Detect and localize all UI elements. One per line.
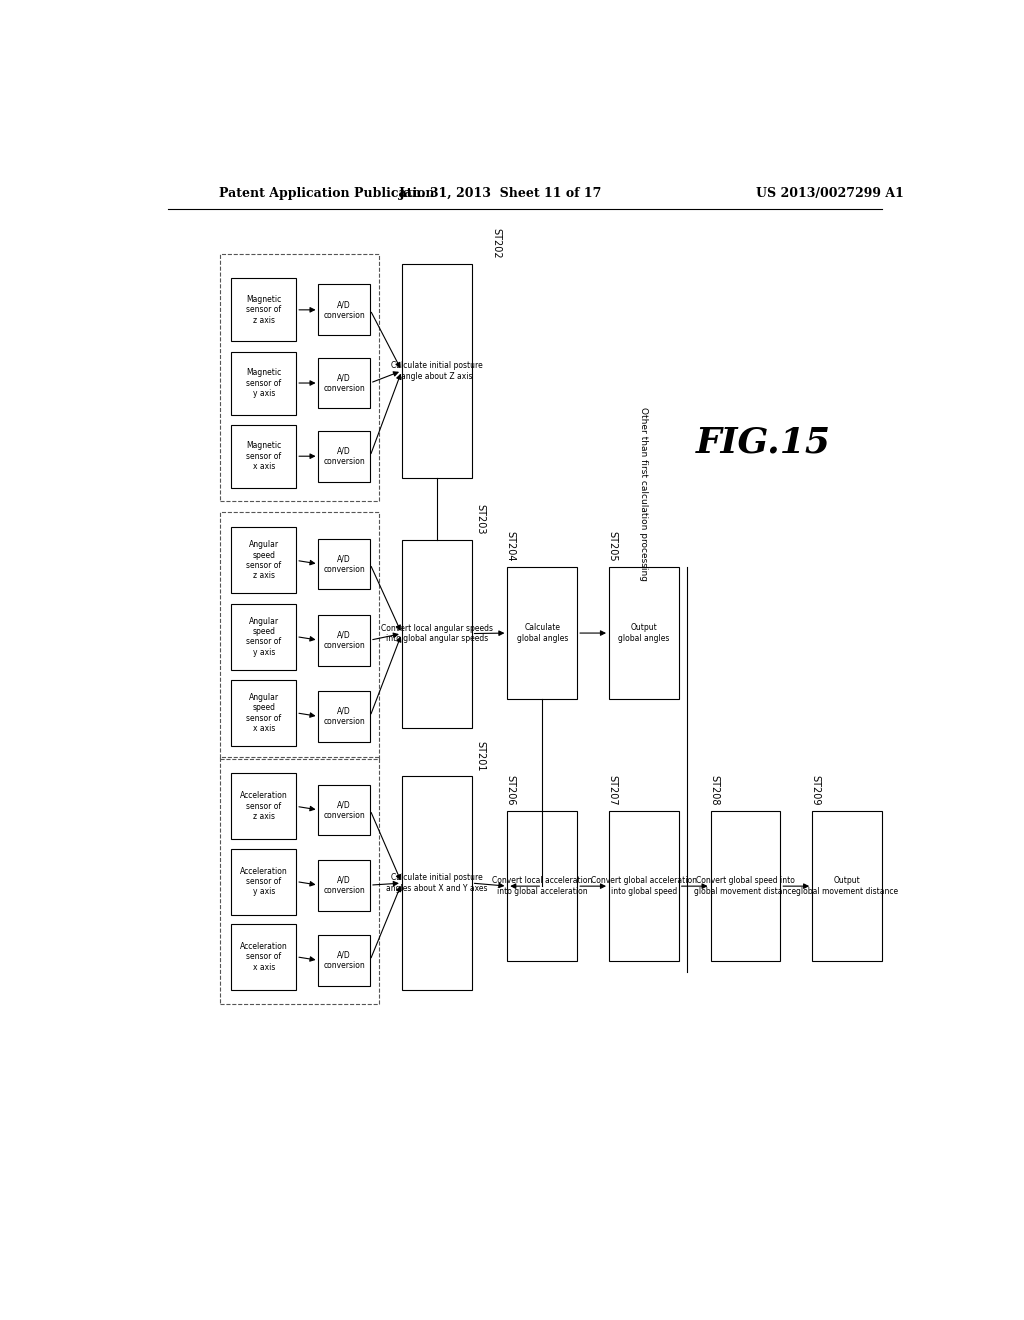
Text: A/D
conversion: A/D conversion (324, 950, 366, 970)
FancyBboxPatch shape (401, 540, 472, 727)
FancyBboxPatch shape (812, 810, 882, 961)
FancyBboxPatch shape (507, 810, 578, 961)
Text: Acceleration
sensor of
x axis: Acceleration sensor of x axis (240, 942, 288, 972)
FancyBboxPatch shape (318, 935, 370, 986)
FancyBboxPatch shape (231, 425, 296, 487)
FancyBboxPatch shape (318, 539, 370, 589)
Text: ST206: ST206 (506, 775, 516, 805)
Text: A/D
conversion: A/D conversion (324, 300, 366, 319)
FancyBboxPatch shape (231, 924, 296, 990)
Text: A/D
conversion: A/D conversion (324, 800, 366, 820)
Text: ST202: ST202 (492, 228, 502, 259)
Text: Magnetic
sensor of
x axis: Magnetic sensor of x axis (246, 441, 282, 471)
FancyBboxPatch shape (401, 264, 472, 478)
Text: Calculate initial posture
angles about X and Y axes: Calculate initial posture angles about X… (386, 874, 487, 892)
Text: Convert local angular speeds
into global angular speeds: Convert local angular speeds into global… (381, 624, 493, 643)
Text: A/D
conversion: A/D conversion (324, 446, 366, 466)
Text: Output
global angles: Output global angles (618, 623, 670, 643)
FancyBboxPatch shape (318, 284, 370, 335)
FancyBboxPatch shape (609, 568, 679, 700)
FancyBboxPatch shape (609, 810, 679, 961)
Text: A/D
conversion: A/D conversion (324, 374, 366, 393)
FancyBboxPatch shape (318, 859, 370, 911)
FancyBboxPatch shape (231, 680, 296, 746)
Text: Patent Application Publication: Patent Application Publication (219, 187, 435, 201)
FancyBboxPatch shape (318, 784, 370, 836)
Text: Angular
speed
sensor of
x axis: Angular speed sensor of x axis (246, 693, 282, 733)
FancyBboxPatch shape (231, 351, 296, 414)
Text: Acceleration
sensor of
y axis: Acceleration sensor of y axis (240, 867, 288, 896)
Text: A/D
conversion: A/D conversion (324, 631, 366, 649)
Text: ST209: ST209 (811, 775, 820, 805)
FancyBboxPatch shape (318, 690, 370, 742)
Text: Magnetic
sensor of
y axis: Magnetic sensor of y axis (246, 368, 282, 397)
Text: Jan. 31, 2013  Sheet 11 of 17: Jan. 31, 2013 Sheet 11 of 17 (399, 187, 603, 201)
Text: FIG.15: FIG.15 (695, 426, 830, 459)
FancyBboxPatch shape (231, 279, 296, 342)
Text: ST203: ST203 (475, 504, 485, 535)
Text: ST208: ST208 (709, 775, 719, 805)
FancyBboxPatch shape (231, 603, 296, 669)
FancyBboxPatch shape (231, 849, 296, 915)
Text: Convert local acceleration
into global acceleration: Convert local acceleration into global a… (493, 876, 593, 896)
Text: ST205: ST205 (607, 531, 617, 562)
FancyBboxPatch shape (318, 358, 370, 408)
Text: Calculate
global angles: Calculate global angles (516, 623, 568, 643)
FancyBboxPatch shape (401, 776, 472, 990)
Text: Output
global movement distance: Output global movement distance (796, 876, 898, 896)
Text: ST207: ST207 (607, 775, 617, 805)
Text: ST201: ST201 (475, 741, 485, 771)
FancyBboxPatch shape (711, 810, 780, 961)
Text: Acceleration
sensor of
z axis: Acceleration sensor of z axis (240, 792, 288, 821)
Text: Calculate initial posture
angle about Z axis: Calculate initial posture angle about Z … (391, 362, 482, 380)
Text: A/D
conversion: A/D conversion (324, 875, 366, 895)
Text: ST204: ST204 (506, 532, 516, 562)
Text: A/D
conversion: A/D conversion (324, 706, 366, 726)
FancyBboxPatch shape (318, 430, 370, 482)
Text: Convert global speed into
global movement distance: Convert global speed into global movemen… (694, 876, 797, 896)
Text: Convert global acceleration
into global speed: Convert global acceleration into global … (591, 876, 697, 896)
Text: A/D
conversion: A/D conversion (324, 554, 366, 574)
Text: Angular
speed
sensor of
z axis: Angular speed sensor of z axis (246, 540, 282, 581)
FancyBboxPatch shape (318, 615, 370, 665)
Text: Magnetic
sensor of
z axis: Magnetic sensor of z axis (246, 294, 282, 325)
Text: Angular
speed
sensor of
y axis: Angular speed sensor of y axis (246, 616, 282, 657)
FancyBboxPatch shape (231, 774, 296, 840)
FancyBboxPatch shape (231, 528, 296, 594)
FancyBboxPatch shape (507, 568, 578, 700)
Text: Other than first calculation processing: Other than first calculation processing (639, 407, 648, 581)
Text: US 2013/0027299 A1: US 2013/0027299 A1 (757, 187, 904, 201)
